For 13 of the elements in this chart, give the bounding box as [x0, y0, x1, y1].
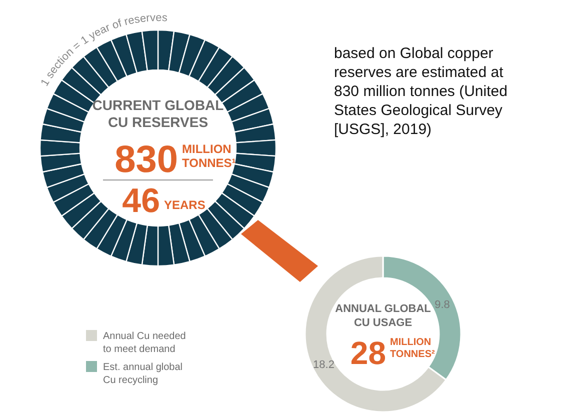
text: CURRENT GLOBAL CU RESERVES	[92, 97, 224, 130]
data-label: 9.8	[434, 298, 450, 311]
legend-label: Est. annual global Cu recycling	[103, 362, 183, 386]
text: MILLION TONNES²	[390, 337, 436, 360]
text: based on Global copper reserves are estimated at 830 million tonnes (United States Geological Survey [USGS], 2019)	[334, 45, 508, 138]
text: YEARS	[164, 198, 206, 212]
text: 28	[350, 335, 386, 371]
legend-label: Annual Cu needed to meet demand	[103, 331, 186, 355]
text: ANNUAL GLOBAL CU USAGE	[335, 303, 432, 329]
text: 46	[122, 182, 160, 220]
data-label: 18.2	[313, 359, 334, 372]
text: 830	[114, 139, 178, 181]
text: MILLION TONNES¹	[182, 142, 236, 170]
